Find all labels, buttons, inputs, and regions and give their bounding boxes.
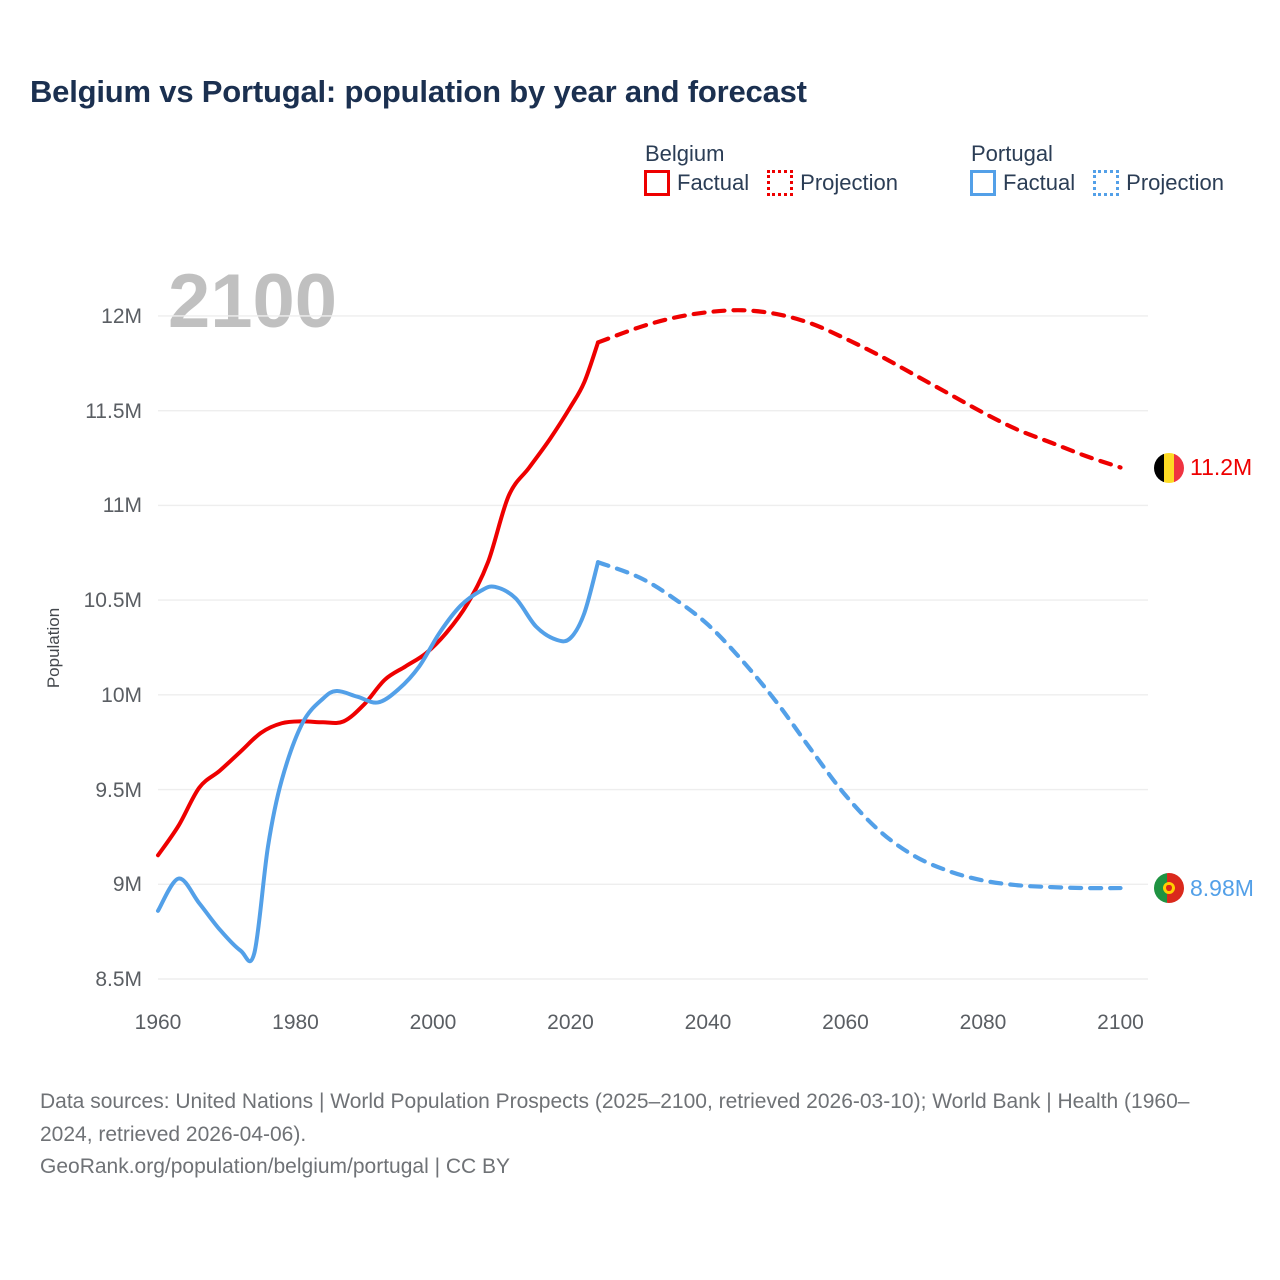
legend-item-belgium-factual[interactable]: Factual [644,170,750,197]
legend-item-portugal-projection[interactable]: Projection [1093,170,1224,197]
legend-swatch-dotted-icon [767,170,794,197]
y-axis-tick-label: 10.5M [83,589,142,613]
endpoint-callout-portugal: 8.98M [1154,873,1254,904]
y-axis-tick-label: 10M [101,683,142,707]
endpoint-callout-belgium: 11.2M [1154,452,1253,483]
x-axis-tick-label: 2020 [547,1011,594,1034]
chart-footer: Data sources: United Nations | World Pop… [40,1086,1240,1184]
x-axis-tick-label: 2060 [822,1011,869,1034]
legend-label-belgium-factual: Factual [677,170,750,196]
legend-item-portugal-factual[interactable]: Factual [970,170,1076,197]
footer-data-sources: Data sources: United Nations | World Pop… [40,1090,1190,1146]
legend-swatch-dotted-icon [1093,170,1120,197]
endpoint-value-belgium: 11.2M [1190,454,1253,480]
page-title: Belgium vs Portugal: population by year … [30,74,807,109]
legend-label-portugal-projection: Projection [1126,170,1224,196]
legend-label-belgium-projection: Projection [800,170,898,196]
line-portugal-projection [595,560,1123,891]
flag-belgium-icon [1154,452,1184,483]
watermark-year: 2100 [168,259,338,344]
legend-group-belgium: Belgium Factual Projection [644,141,898,197]
line-portugal-factual [156,560,600,964]
legend-item-belgium-projection[interactable]: Projection [767,170,898,197]
x-axis-tick-label: 2100 [1097,1011,1144,1034]
endpoint-value-portugal: 8.98M [1190,874,1254,901]
y-axis-tick-label: 11M [102,494,142,518]
flag-portugal-icon [1154,873,1184,904]
chart-svg [156,308,1148,980]
x-axis-tick-label: 2000 [409,1011,457,1034]
line-belgium-projection [595,308,1123,470]
legend-group-title-belgium: Belgium [645,141,725,166]
gridlines [158,315,1148,980]
legend-label-portugal-factual: Factual [1003,170,1076,196]
y-axis-tick-label: 12M [101,304,142,328]
x-axis-tick-label: 1980 [272,1011,319,1034]
y-axis-tick-label: 8.5M [95,968,142,991]
series-lines [156,308,1123,964]
legend-group-portugal: Portugal Factual Projection [970,141,1224,197]
legend-swatch-solid-icon [970,170,996,197]
x-axis-tick-label: 1960 [134,1011,182,1034]
x-axis-tick-label: 2080 [959,1011,1007,1034]
legend-group-title-portugal: Portugal [971,141,1053,166]
footer-attribution: GeoRank.org/population/belgium/portugal … [40,1155,511,1179]
y-axis-tick-label: 11.5M [85,399,142,423]
chart-plot-area: 2100 Population 8.5M 9M 9.5M 10M 10.5M 11M 11.… [44,259,1254,1034]
chart-legend: Belgium Factual Projection Portugal Fact… [644,141,1224,197]
line-belgium-factual [156,340,600,858]
y-axis-tick-label: 9.5M [95,778,142,802]
y-axis-tick-label: 9M [112,873,142,897]
x-axis-tick-label: 2040 [684,1011,732,1034]
legend-swatch-solid-icon [644,170,670,197]
